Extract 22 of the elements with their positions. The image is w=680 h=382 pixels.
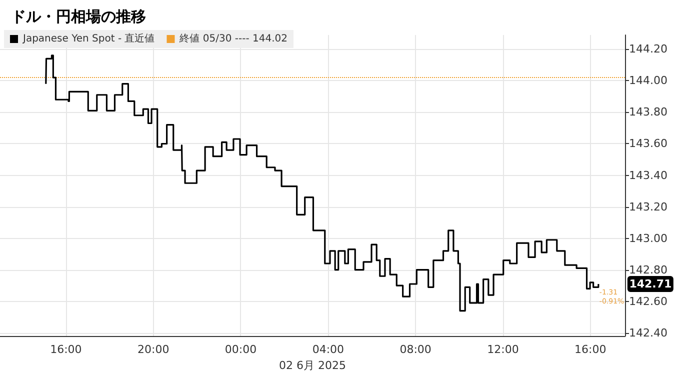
x-axis-title: 02 6月 2025	[279, 359, 346, 372]
y-tick-label: 143.80	[629, 106, 668, 119]
x-tick-label: 12:00	[487, 343, 519, 356]
y-tick-label: 142.80	[629, 263, 668, 276]
annotation: 142.71	[629, 277, 672, 290]
y-tick-label: 144.00	[629, 74, 668, 88]
x-tick-label: 04:00	[312, 343, 344, 356]
legend-label: Japanese Yen Spot - 直近値	[22, 32, 155, 44]
x-tick-label: 08:00	[400, 343, 432, 356]
legend-label: 終値 05/30 ---- 144.02	[178, 32, 288, 44]
x-tick-label: 16:00	[574, 343, 606, 356]
chart-title: ドル・円相場の推移	[11, 8, 146, 26]
x-tick-label: 20:00	[137, 343, 170, 356]
y-tick-label: 143.00	[629, 232, 668, 245]
y-tick-label: 143.20	[629, 200, 668, 214]
y-tick-label: 144.20	[629, 42, 668, 56]
y-tick-label: 143.60	[629, 137, 668, 150]
x-tick-label: 16:00	[50, 343, 82, 356]
x-tick-label: 00:00	[224, 343, 257, 356]
y-tick-label: 142.60	[629, 294, 668, 308]
y-tick-label: 143.40	[629, 168, 668, 182]
y-tick-label: 142.40	[629, 326, 668, 340]
